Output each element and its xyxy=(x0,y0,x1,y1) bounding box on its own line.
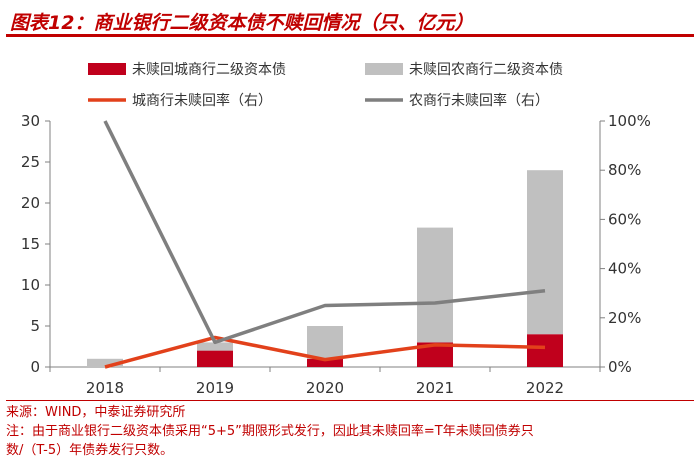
y-tick-label: 25 xyxy=(21,153,40,171)
footer: 来源：WIND，中泰证券研究所 注：由于商业银行二级资本债采用“5+5”期限形式… xyxy=(6,400,694,460)
bar-rural-bank xyxy=(87,358,123,367)
y-tick-label: 20 xyxy=(21,194,40,212)
x-tick-label: 2020 xyxy=(306,379,344,397)
y-tick-label: 30 xyxy=(21,112,40,130)
x-tick-label: 2019 xyxy=(196,379,234,397)
x-tick-label: 2022 xyxy=(526,379,564,397)
x-tick-label: 2021 xyxy=(416,379,454,397)
line-rural-bank-rate xyxy=(103,120,546,345)
y2-tick-label: 0% xyxy=(608,358,632,376)
legend-rural-bank-rate-label: 农商行未赎回率（右） xyxy=(409,92,549,109)
bar-city-bank xyxy=(197,350,233,367)
legend-rural-bank-bar-swatch xyxy=(365,63,403,75)
y2-tick-label: 40% xyxy=(608,260,641,278)
x-tick-label: 2018 xyxy=(86,379,124,397)
legend-city-bank-bar-swatch xyxy=(88,63,126,75)
y2-tick-label: 100% xyxy=(608,112,651,130)
y-tick-label: 15 xyxy=(21,235,40,253)
y-tick-label: 10 xyxy=(21,276,40,294)
legend-city-bank-bar-label: 未赎回城商行二级资本债 xyxy=(132,61,286,78)
source-note: 来源：WIND，中泰证券研究所 xyxy=(6,405,186,420)
footnote-line-1: 注：由于商业银行二级资本债采用“5+5”期限形式发行，因此其未赎回率=T年未赎回… xyxy=(6,424,534,439)
bar-city-bank xyxy=(527,334,563,367)
y2-tick-label: 60% xyxy=(608,210,641,228)
legend-city-bank-rate-label: 城商行未赎回率（右） xyxy=(132,92,272,109)
footnote-line-2: 数/（T-5）年债券发行只数。 xyxy=(6,443,174,458)
bar-rural-bank xyxy=(417,227,453,343)
legend-rural-bank-bar-label: 未赎回农商行二级资本债 xyxy=(409,61,563,78)
y2-tick-label: 20% xyxy=(608,309,641,327)
line-city-bank-rate xyxy=(104,335,546,369)
title-bar: 图表12：商业银行二级资本债不赎回情况（只、亿元） xyxy=(6,4,694,37)
y-tick-label: 5 xyxy=(30,317,40,335)
page-title: 图表12：商业银行二级资本债不赎回情况（只、亿元） xyxy=(10,12,474,34)
bar-rural-bank xyxy=(197,342,233,351)
bar-rural-bank xyxy=(307,326,343,359)
bar-rural-bank xyxy=(527,170,563,335)
y-tick-label: 0 xyxy=(30,358,40,376)
chart: 0 5 10 15 20 25 30 0% 20% 40% 60% 80% 100% 2018 2019 20… xyxy=(21,61,651,397)
y2-tick-label: 80% xyxy=(608,161,641,179)
bar-city-bank xyxy=(307,358,343,367)
